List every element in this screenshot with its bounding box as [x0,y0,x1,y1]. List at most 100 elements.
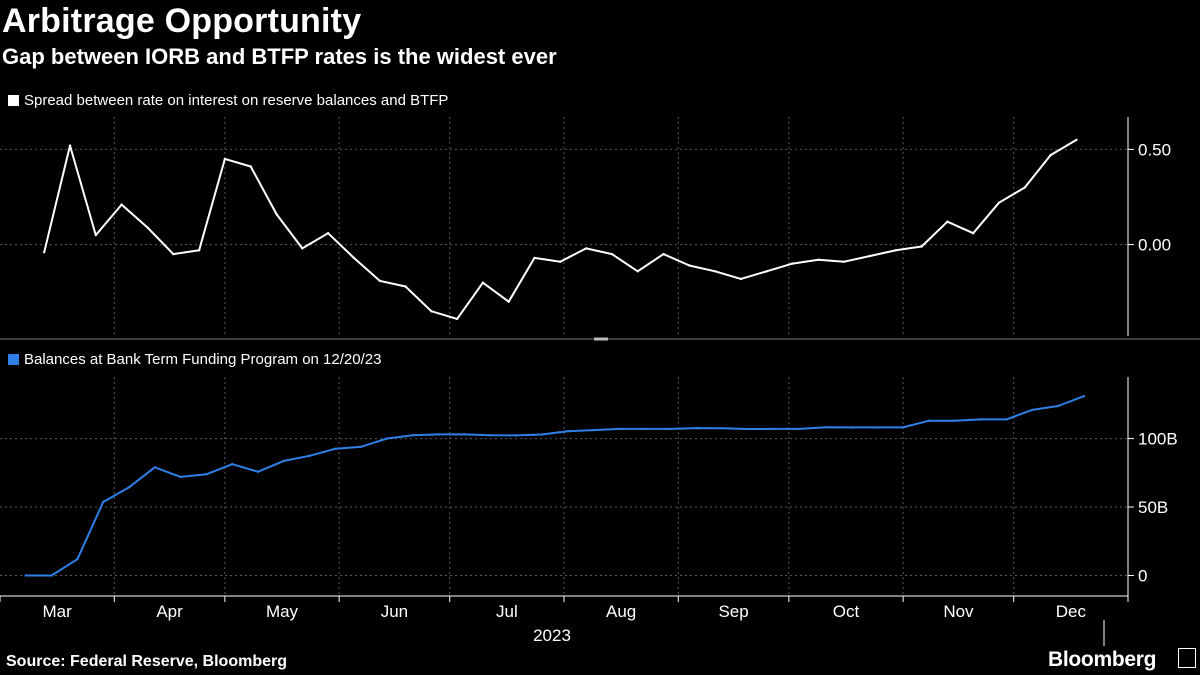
data-point [850,426,853,429]
data-point [540,433,544,436]
data-point [231,463,234,466]
y-tick-label: 50B [1138,498,1168,517]
data-point [868,254,872,258]
bloomberg-logo: Bloomberg [1048,648,1157,671]
data-point [636,270,639,273]
x-tick-label: Aug [606,602,636,621]
legend-balances: Balances at Bank Term Funding Program on… [8,351,381,368]
data-point [24,574,27,577]
x-year-label: 2023 [533,626,571,645]
data-point [489,434,492,437]
data-point [404,285,407,288]
data-point [197,249,201,252]
data-point [385,437,389,440]
data-point [146,226,149,229]
data-point [76,558,79,561]
data-point [1049,153,1052,157]
data-point [430,310,433,313]
data-point [618,427,621,431]
chart-subtitle: Gap between IORB and BTFP rates is the w… [2,44,557,69]
x-tick-label: Dec [1056,602,1087,621]
data-point [876,426,879,429]
legend-swatch-spread [8,95,19,106]
data-point [50,574,53,577]
data-point [979,418,982,421]
data-point [643,427,647,431]
data-point [68,144,72,147]
data-point [308,454,311,457]
data-point [713,270,717,273]
bloomberg-mark-icon [1178,648,1196,668]
data-point [894,249,897,252]
data-point [326,232,330,235]
data-point [927,419,931,422]
data-point [901,426,905,429]
data-point [172,252,175,256]
data-point [972,232,975,235]
data-point [94,233,98,237]
y-tick-label: 0.50 [1138,140,1171,159]
data-point [747,427,750,431]
data-point [282,459,285,463]
series-line [43,139,1077,320]
legend-swatch-balances [8,354,19,365]
x-tick-label: Jul [496,602,518,621]
x-tick-label: Nov [943,602,974,621]
data-point [334,447,337,450]
data-point [817,258,820,261]
data-point [739,277,743,281]
x-tick-label: Jun [381,602,408,621]
data-point [695,426,698,430]
data-point [566,430,569,433]
data-point [997,201,1001,204]
data-point [102,500,105,504]
data-point [533,256,536,260]
data-point [43,251,46,254]
data-point [507,300,510,303]
y-tick-label: 0.00 [1138,236,1171,255]
legend-spread: Spread between rate on interest on reser… [8,92,448,109]
data-point [249,165,252,168]
data-point [1075,138,1078,142]
data-point [1005,418,1008,421]
data-point [843,260,846,263]
data-point [662,252,665,256]
data-point [669,427,673,431]
data-point [1056,404,1060,408]
data-point [791,262,794,265]
data-point [378,279,381,282]
data-point [352,256,356,260]
data-point [824,426,827,429]
data-point [463,433,466,436]
data-point [688,264,691,267]
legend-label-spread: Spread between rate on interest on reser… [24,92,449,109]
data-point [721,427,724,430]
data-point [584,247,588,250]
data-point [953,419,956,422]
data-point [360,445,363,448]
data-point [411,434,415,437]
data-point [920,245,923,248]
x-tick-label: Apr [156,602,183,621]
data-point [437,433,440,436]
data-point [205,473,208,476]
legend-label-balances: Balances at Bank Term Funding Program on… [24,351,382,368]
data-point [772,427,776,431]
data-point [946,220,949,223]
data-point [301,247,304,250]
y-tick-label: 100B [1138,430,1178,449]
data-point [1023,186,1026,189]
data-point [120,203,123,206]
x-tick-label: May [266,602,299,621]
series-line [25,395,1085,577]
data-point [153,466,156,469]
data-point [514,434,518,437]
data-point [455,317,459,321]
data-point [765,270,768,273]
data-point [559,260,562,263]
data-point [481,281,485,284]
data-point [275,212,278,216]
data-point [610,252,614,256]
x-tick-label: Oct [833,602,860,621]
